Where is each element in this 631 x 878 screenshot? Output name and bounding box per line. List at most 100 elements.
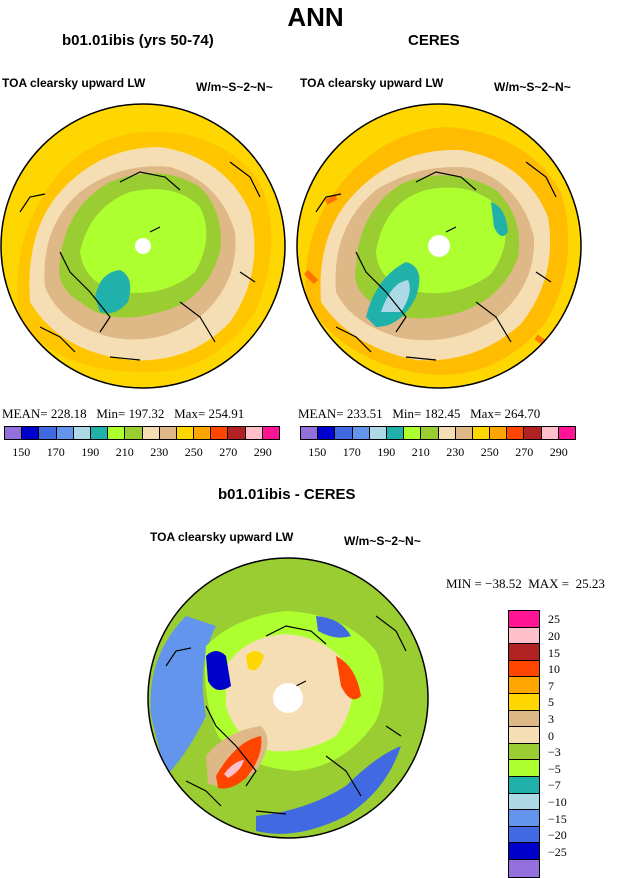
model-colorbar-ticks: 150 170 190 210 230 250 270 290 — [4, 445, 280, 461]
colorbar-tick-label: 0 — [548, 728, 554, 743]
colorbar-tick-label: 230 — [446, 445, 465, 459]
obs-units-label: W/m~S~2~N~ — [494, 80, 571, 94]
colorbar-tick-label: 170 — [342, 445, 361, 459]
colorbar-tick-label: 20 — [548, 628, 560, 643]
colorbar-swatch — [509, 760, 539, 777]
colorbar-swatch — [509, 810, 539, 827]
map-fill-lightblue — [381, 280, 410, 312]
map-fill-blue-north — [316, 616, 351, 638]
diff-colorbar — [508, 610, 540, 878]
colorbar-swatch — [509, 859, 539, 877]
model-colorbar — [4, 426, 280, 440]
colorbar-swatch — [509, 793, 539, 811]
obs-stats: MEAN= 233.51 Min= 182.45 Max= 264.70 — [298, 406, 541, 421]
model-panel-title: b01.01ibis (yrs 50-74) — [62, 32, 214, 49]
colorbar-tick-label: 5 — [548, 695, 554, 710]
pole-hole — [135, 238, 151, 254]
colorbar-swatch — [507, 427, 525, 439]
colorbar-swatch — [455, 427, 473, 439]
obs-variable-label: TOA clearsky upward LW — [300, 76, 444, 90]
colorbar-swatch — [335, 427, 353, 439]
colorbar-swatch — [472, 427, 491, 439]
diff-polar-map — [147, 557, 429, 839]
colorbar-swatch — [490, 427, 508, 439]
colorbar-swatch — [262, 427, 279, 439]
map-fill-teal-2 — [491, 202, 508, 236]
figure-title: ANN — [287, 2, 344, 32]
colorbar-tick-label: 290 — [549, 445, 568, 459]
colorbar-tick-label: 230 — [150, 445, 169, 459]
colorbar-tick-label: −15 — [548, 811, 567, 826]
map-fill-red-east — [336, 656, 361, 700]
diff-units-label: W/m~S~2~N~ — [344, 534, 421, 548]
map-coastlines — [315, 161, 557, 361]
diff-stats: MIN = −38.52 MAX = 25.23 — [446, 576, 605, 591]
colorbar-swatch — [509, 776, 539, 794]
colorbar-tick-label: −25 — [548, 844, 567, 859]
colorbar-swatch — [509, 710, 539, 728]
colorbar-swatch — [509, 660, 539, 678]
model-variable-label: TOA clearsky upward LW — [2, 76, 146, 90]
colorbar-tick-label: −10 — [548, 794, 567, 809]
colorbar-tick-label: 250 — [480, 445, 499, 459]
colorbar-tick-label: 190 — [377, 445, 396, 459]
pole-hole — [428, 235, 450, 257]
obs-colorbar — [300, 426, 576, 440]
colorbar-swatch — [142, 427, 160, 439]
colorbar-swatch — [176, 427, 195, 439]
colorbar-swatch — [228, 427, 246, 439]
model-stats: MEAN= 228.18 Min= 197.32 Max= 254.91 — [2, 406, 245, 421]
map-fill-darkblue — [206, 651, 231, 690]
colorbar-swatch — [509, 677, 539, 694]
colorbar-tick-label: 150 — [308, 445, 327, 459]
colorbar-swatch — [524, 427, 542, 439]
map-fill-teal — [95, 270, 131, 314]
colorbar-swatch — [301, 427, 319, 439]
map-border — [147, 557, 429, 839]
diff-colorbar-ticks: 25 20 15 10 7 5 3 0 −3 −5 −7 −10 −15 −20 −25 — [548, 610, 588, 876]
colorbar-tick-label: 290 — [253, 445, 272, 459]
colorbar-swatch — [509, 627, 539, 645]
colorbar-swatch — [211, 427, 229, 439]
map-fill-yellow — [246, 651, 264, 671]
colorbar-swatch — [509, 611, 539, 628]
obs-polar-map — [296, 103, 582, 389]
colorbar-tick-label: 270 — [219, 445, 238, 459]
colorbar-tick-label: 190 — [81, 445, 100, 459]
diff-variable-label: TOA clearsky upward LW — [150, 530, 294, 544]
colorbar-tick-label: 270 — [515, 445, 534, 459]
colorbar-swatch — [541, 427, 559, 439]
colorbar-tick-label: −7 — [548, 778, 561, 793]
colorbar-swatch — [386, 427, 405, 439]
colorbar-tick-label: −20 — [548, 828, 567, 843]
colorbar-swatch — [421, 427, 439, 439]
map-fill-blue-south — [256, 746, 401, 834]
colorbar-tick-label: 7 — [548, 678, 554, 693]
obs-colorbar-ticks: 150 170 190 210 230 250 270 290 — [300, 445, 576, 461]
obs-panel-title: CERES — [408, 32, 460, 49]
colorbar-tick-label: 210 — [411, 445, 430, 459]
map-border — [296, 103, 582, 389]
model-units-label: W/m~S~2~N~ — [196, 80, 273, 94]
model-polar-map — [0, 103, 286, 389]
map-coastlines — [19, 161, 261, 361]
colorbar-swatch — [125, 427, 143, 439]
colorbar-swatch — [369, 427, 387, 439]
colorbar-swatch — [438, 427, 456, 439]
colorbar-swatch — [194, 427, 212, 439]
colorbar-swatch — [73, 427, 91, 439]
colorbar-swatch — [39, 427, 57, 439]
colorbar-swatch — [558, 427, 575, 439]
map-coastlines — [165, 615, 407, 815]
colorbar-swatch — [56, 427, 74, 439]
colorbar-swatch — [318, 427, 336, 439]
colorbar-swatch — [90, 427, 109, 439]
colorbar-swatch — [5, 427, 23, 439]
colorbar-tick-label: 210 — [115, 445, 134, 459]
colorbar-tick-label: 150 — [12, 445, 31, 459]
colorbar-tick-label: −3 — [548, 745, 561, 760]
colorbar-swatch — [352, 427, 370, 439]
colorbar-swatch — [159, 427, 177, 439]
colorbar-tick-label: 15 — [548, 645, 560, 660]
colorbar-swatch — [22, 427, 40, 439]
